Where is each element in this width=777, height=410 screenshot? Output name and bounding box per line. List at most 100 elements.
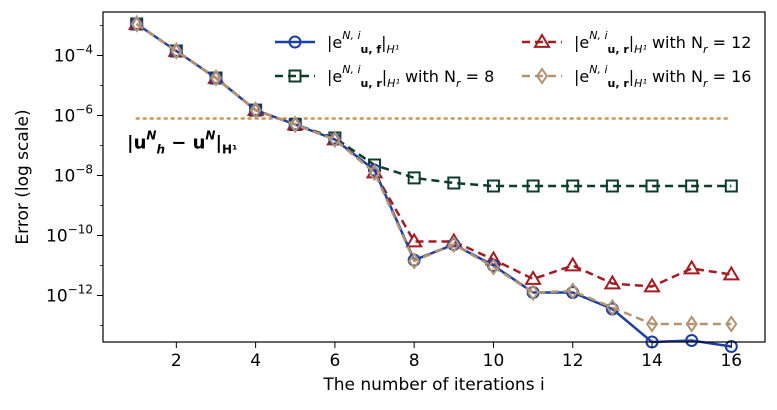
y-tick-label: 10−4 <box>54 43 93 67</box>
legend-suffix-sub: r <box>703 77 709 90</box>
x-tick-label: 10 <box>483 351 505 371</box>
series-point <box>130 15 143 33</box>
y-tick-label: 10−6 <box>54 103 93 127</box>
x-tick-label: 8 <box>409 351 420 371</box>
y-tick-base: 10 <box>54 47 76 67</box>
ref-label-sup2: N <box>205 129 215 143</box>
series-point <box>682 259 701 275</box>
y-tick-exponent: −12 <box>68 283 93 297</box>
series-4 <box>130 15 738 333</box>
y-tick-label: 10−12 <box>46 283 93 307</box>
x-tick-label: 6 <box>329 351 340 371</box>
legend-suffix-tail: = 16 <box>707 67 751 86</box>
series-point <box>685 334 699 347</box>
series-point <box>724 179 738 193</box>
legend-label: |eN, iu, r|H¹ with Nr = 8 <box>327 63 494 90</box>
legend-tail: | <box>629 33 634 52</box>
ref-label-sub: h <box>156 143 165 157</box>
series-point <box>606 298 619 317</box>
y-tick-exponent: −4 <box>75 43 93 57</box>
legend-main: |e <box>574 33 589 52</box>
legend-tail: | <box>381 33 386 52</box>
legend-label: |eN, iu, f|H¹ <box>327 29 399 56</box>
ref-label-sup: N <box>146 129 156 143</box>
legend-suffix-tail: = 12 <box>707 33 751 52</box>
legend-suffix: with N <box>647 67 703 86</box>
legend-sub: u, r <box>608 43 630 56</box>
legend-main: |e <box>574 67 589 86</box>
ref-label-main: |u <box>127 133 146 154</box>
y-tick-exponent: −8 <box>75 163 93 177</box>
series-point <box>487 258 500 276</box>
legend: |eN, iu, f|H¹|eN, iu, r|H¹ with Nr = 8|e… <box>275 29 751 90</box>
legend-suffix: with N <box>647 33 703 52</box>
series-point <box>566 179 580 193</box>
legend-marker <box>288 35 302 49</box>
legend-entry-4: |eN, iu, r|H¹ with Nr = 16 <box>522 63 751 90</box>
series-point <box>643 277 661 293</box>
plot-frame <box>102 11 766 343</box>
y-tick-exponent: −6 <box>75 103 93 117</box>
legend-sub: u, r <box>608 77 630 90</box>
legend-entry-2: |eN, iu, r|H¹ with Nr = 8 <box>275 63 494 90</box>
series-point <box>526 283 540 302</box>
series-point <box>486 179 500 193</box>
series-point <box>408 252 421 270</box>
legend-tail: | <box>629 67 634 86</box>
legend-label: |eN, iu, r|H¹ with Nr = 12 <box>574 29 751 56</box>
series-point <box>685 315 698 333</box>
y-tick-exponent: −10 <box>68 223 93 237</box>
y-tick-base: 10 <box>54 107 76 127</box>
legend-main: |e <box>327 67 342 86</box>
x-tick-label: 2 <box>171 351 182 371</box>
legend-label: |eN, iu, r|H¹ with Nr = 16 <box>574 63 751 90</box>
legend-suffix-sub: r <box>703 43 709 56</box>
ref-label-tail: | <box>215 133 222 154</box>
legend-tailsub: H¹ <box>634 43 647 56</box>
legend-tailsub: H¹ <box>634 77 647 90</box>
y-tick-base: 10 <box>46 287 68 307</box>
legend-tailsub: H¹ <box>387 77 400 90</box>
legend-entry-1: |eN, iu, f|H¹ <box>275 29 399 56</box>
series-point <box>447 235 460 254</box>
series-point <box>407 171 421 185</box>
legend-sup: N, i <box>342 29 360 42</box>
legend-marker <box>288 69 302 83</box>
series-point <box>249 101 262 119</box>
legend-sup: N, i <box>342 63 360 76</box>
y-tick-label: 10−10 <box>46 223 93 247</box>
series-point <box>645 315 659 333</box>
series-point <box>526 179 540 193</box>
legend-suffix-tail: = 8 <box>460 67 494 86</box>
series-point <box>209 69 223 87</box>
series-point <box>566 282 579 300</box>
ref-label-mid: − u <box>165 133 205 154</box>
series-point <box>722 265 741 281</box>
x-axis-label: The number of iterations i <box>322 375 544 395</box>
legend-marker <box>535 67 549 85</box>
legend-sup: N, i <box>589 63 607 76</box>
y-tick-label: 10−8 <box>54 163 93 187</box>
series-point <box>605 179 619 193</box>
y-axis-label: Error (log scale) <box>13 109 33 244</box>
x-tick-label: 16 <box>720 351 742 371</box>
series-point <box>603 274 622 290</box>
legend-tailsub: H¹ <box>387 43 400 56</box>
series-point <box>405 232 423 248</box>
y-tick-base: 10 <box>46 227 68 247</box>
series-line <box>135 22 732 326</box>
series-layer <box>127 15 741 353</box>
series-point <box>685 179 699 193</box>
series-point <box>725 315 738 333</box>
ref-label-tailsub: H¹ <box>222 143 237 157</box>
reference-line-label: |uNh − uN|H¹ <box>127 129 237 157</box>
series-point <box>447 176 461 190</box>
series-point <box>724 340 738 353</box>
legend-suffix-sub: r <box>456 77 462 90</box>
x-tick-label: 14 <box>641 351 663 371</box>
legend-main: |e <box>327 33 342 52</box>
reference-line-layer: |uNh − uN|H¹ <box>127 117 733 157</box>
series-point <box>563 256 582 272</box>
series-point <box>289 115 302 134</box>
